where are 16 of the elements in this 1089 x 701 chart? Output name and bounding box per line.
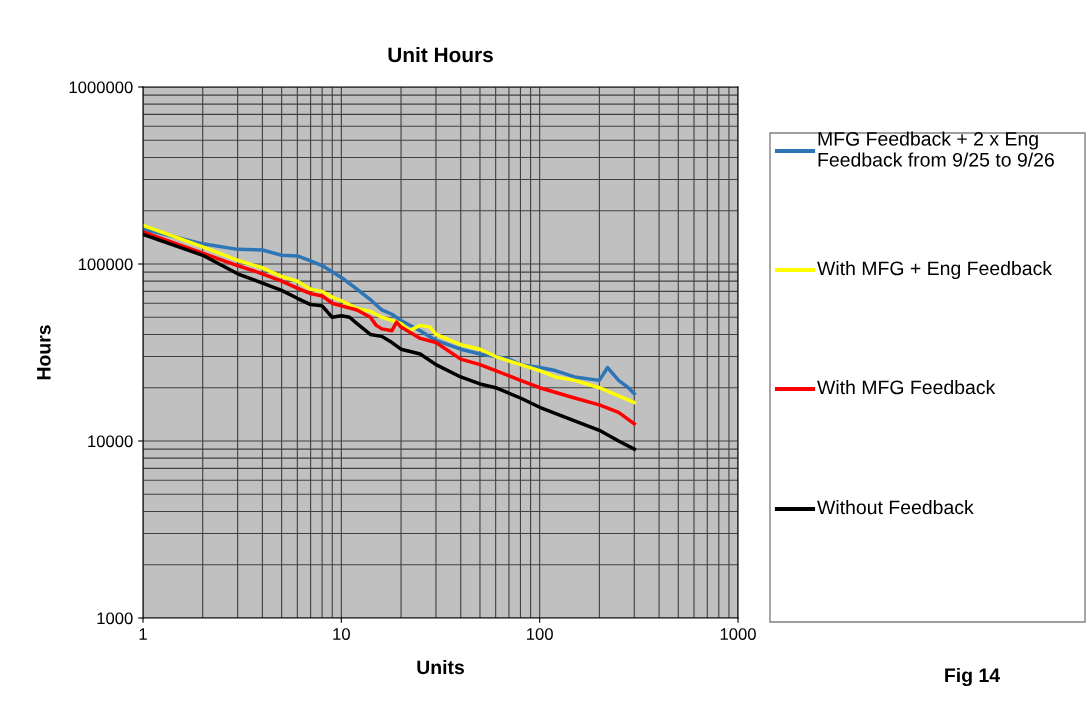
x-tick-label: 1 bbox=[139, 628, 147, 640]
legend-label: Without Feedback bbox=[817, 499, 974, 515]
legend-label: With MFG + Eng Feedback bbox=[817, 260, 1053, 280]
y-tick-label: 1000 bbox=[97, 612, 133, 625]
caption: Fig 14 bbox=[945, 667, 1000, 687]
y-tick-label: 10000 bbox=[88, 435, 133, 448]
x-tick-label: 1000 bbox=[720, 628, 756, 640]
x-tick-label: 100 bbox=[527, 628, 553, 640]
legend-label: MFG Feedback + 2 x Eng Feedback from 9/25 to 9/26 bbox=[818, 131, 1054, 167]
legend-label: With MFG Feedback bbox=[817, 379, 996, 395]
y-tick-label: 1000000 bbox=[69, 81, 133, 94]
chart-title: Unit Hours bbox=[388, 46, 493, 63]
x-axis-title: Units bbox=[417, 659, 465, 675]
x-tick-label: 10 bbox=[333, 628, 350, 640]
y-axis-title: Hours bbox=[37, 325, 51, 380]
y-tick-label: 100000 bbox=[78, 258, 133, 271]
